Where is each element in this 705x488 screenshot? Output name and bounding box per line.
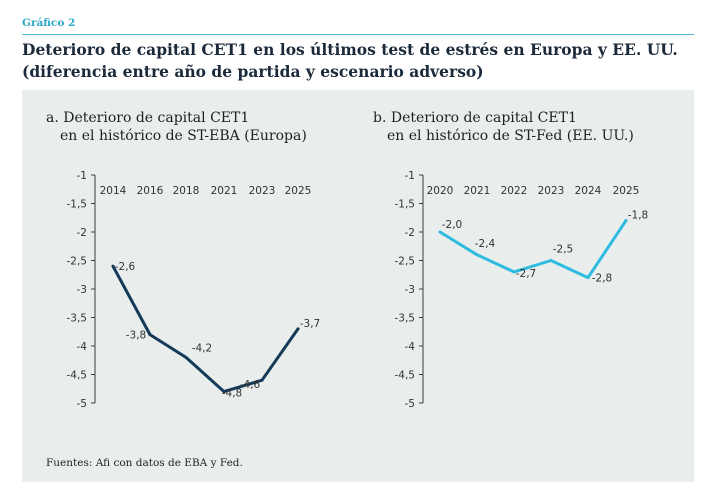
y-tick-label: -3,5 xyxy=(67,313,88,325)
subplot-title-line: en el histórico de ST-Fed (EE. UU.) xyxy=(387,128,634,144)
header-rule xyxy=(22,34,694,35)
chart-title-line-2: (diferencia entre año de partida y escen… xyxy=(22,62,484,81)
data-label: -4,6 xyxy=(240,379,261,391)
data-point xyxy=(624,219,628,223)
x-tick-label: 2016 xyxy=(137,185,164,197)
y-tick-label: -3 xyxy=(77,284,87,296)
data-label: -2,8 xyxy=(592,273,613,285)
y-tick-label: -4,5 xyxy=(67,370,88,382)
x-tick-label: 2023 xyxy=(249,185,276,197)
data-label: -2,7 xyxy=(516,268,537,280)
data-point xyxy=(549,259,553,262)
subplot-title-line: b. Deterioro de capital CET1 xyxy=(373,110,577,126)
figure-label: Gráfico 2 xyxy=(22,17,76,29)
y-tick-label: -3 xyxy=(405,284,415,296)
x-tick-label: 2024 xyxy=(575,185,602,197)
data-point xyxy=(184,355,188,359)
data-point xyxy=(296,327,300,331)
y-tick-label: -2 xyxy=(405,227,415,239)
x-tick-label: 2025 xyxy=(613,185,640,197)
chart-b-us: b. Deterioro de capital CET1 en el histór… xyxy=(373,110,648,410)
data-point xyxy=(586,276,590,280)
y-tick-label: -3,5 xyxy=(395,313,416,325)
subplot-title-line: en el histórico de ST-EBA (Europa) xyxy=(60,128,307,144)
y-tick-label: -2 xyxy=(77,227,87,239)
y-tick-label: -1,5 xyxy=(395,199,416,211)
data-point xyxy=(512,270,516,274)
data-point xyxy=(148,333,152,337)
y-tick-label: -1 xyxy=(77,170,87,182)
x-tick-label: 2025 xyxy=(285,185,312,197)
y-tick-label: -2,5 xyxy=(67,256,88,268)
y-tick-label: -1 xyxy=(405,170,415,182)
y-tick-label: -4 xyxy=(405,341,416,353)
data-point xyxy=(438,230,442,234)
data-point xyxy=(475,253,479,257)
chart-panel xyxy=(22,90,694,482)
y-tick-label: -5 xyxy=(77,398,87,410)
x-tick-label: 2020 xyxy=(427,185,454,197)
y-tick-label: -1,5 xyxy=(67,199,88,211)
x-tick-label: 2021 xyxy=(211,185,238,197)
data-label: -4,8 xyxy=(222,388,243,400)
data-label: -2,6 xyxy=(115,261,136,273)
data-label: -2,4 xyxy=(475,238,496,250)
data-label: -3,7 xyxy=(300,318,321,330)
data-label: -3,8 xyxy=(126,330,147,342)
data-label: -2,5 xyxy=(553,244,574,256)
x-tick-label: 2023 xyxy=(538,185,565,197)
x-tick-label: 2022 xyxy=(501,185,528,197)
y-tick-label: -4,5 xyxy=(395,370,416,382)
data-label: -1,8 xyxy=(628,210,649,222)
y-tick-label: -4 xyxy=(77,341,88,353)
x-tick-label: 2014 xyxy=(100,185,127,197)
data-label: -4,2 xyxy=(192,342,213,354)
series-line xyxy=(111,264,300,394)
subplot-title-line: a. Deterioro de capital CET1 xyxy=(46,110,249,126)
chart-a-europe: a. Deterioro de capital CET1 en el histór… xyxy=(46,110,320,410)
y-tick-label: -5 xyxy=(405,398,415,410)
data-point xyxy=(111,264,115,268)
data-point xyxy=(222,390,226,394)
data-point xyxy=(260,378,264,382)
x-tick-label: 2021 xyxy=(464,185,491,197)
series-line xyxy=(438,219,628,280)
source-note: Fuentes: Afi con datos de EBA y Fed. xyxy=(46,457,243,469)
y-tick-label: -2,5 xyxy=(395,256,416,268)
data-label: -2,0 xyxy=(442,219,463,231)
x-tick-label: 2018 xyxy=(173,185,200,197)
chart-title-line-1: Deterioro de capital CET1 en los últimos… xyxy=(22,40,678,59)
